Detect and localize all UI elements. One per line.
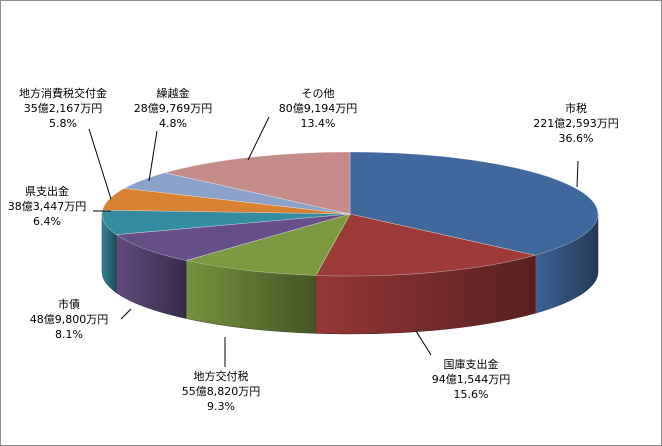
label-amount: 221億2,593万円	[533, 117, 619, 130]
leader-line	[415, 330, 432, 356]
label-amount: 94億1,544万円	[431, 373, 511, 386]
label-name: その他	[301, 87, 335, 100]
label-percent: 5.8%	[49, 117, 77, 130]
data-label-kenshishutsu: 県支出金 38億3,447万円 6.4%	[1, 184, 93, 229]
data-label-shisai: 市債 48億9,800万円 8.1%	[19, 297, 119, 342]
data-label-kurikoshi: 繰越金 28億9,769万円 4.8%	[123, 86, 223, 131]
data-label-kokko: 国庫支出金 94億1,544万円 15.6%	[416, 357, 526, 402]
label-percent: 13.4%	[300, 117, 336, 130]
pie-side-walls	[101, 213, 599, 335]
leader-line	[120, 308, 132, 320]
label-name: 繰越金	[156, 87, 190, 100]
label-name: 地方消費税交付金	[19, 87, 107, 100]
data-label-kofuzei: 地方交付税 55億8,820万円 9.3%	[166, 369, 276, 414]
slice-kokko	[315, 213, 536, 277]
slice-shisai	[115, 213, 351, 261]
label-amount: 48億9,800万円	[29, 313, 109, 326]
data-label-sonota: その他 80億9,194万円 13.4%	[263, 86, 373, 131]
leader-line	[88, 128, 112, 200]
label-name: 国庫支出金	[443, 358, 499, 371]
label-percent: 4.8%	[159, 117, 187, 130]
label-name: 県支出金	[25, 185, 69, 198]
label-name: 市税	[565, 102, 587, 115]
data-label-shizei: 市税 221億2,593万円 36.6%	[521, 101, 631, 146]
label-amount: 80億9,194万円	[278, 102, 358, 115]
leader-line	[576, 160, 579, 188]
leader-line	[247, 116, 270, 161]
leader-lines	[88, 116, 579, 367]
label-percent: 8.1%	[55, 328, 83, 341]
label-percent: 9.3%	[207, 400, 235, 413]
slice-sonota	[164, 151, 351, 215]
label-amount: 38億3,447万円	[7, 200, 87, 213]
label-amount: 28億9,769万円	[133, 102, 213, 115]
label-name: 地方交付税	[193, 370, 249, 383]
data-label-chihoshohizei: 地方消費税交付金 35億2,167万円 5.8%	[3, 86, 123, 131]
label-amount: 55億8,820万円	[181, 385, 261, 398]
label-percent: 36.6%	[558, 132, 594, 145]
pie-top	[101, 151, 599, 277]
slice-shizei	[349, 151, 599, 256]
slice-kofuzei	[185, 213, 351, 276]
label-percent: 6.4%	[33, 215, 61, 228]
label-amount: 35億2,167万円	[23, 102, 103, 115]
label-name: 市債	[58, 298, 80, 311]
leader-line	[148, 130, 158, 182]
label-percent: 15.6%	[453, 388, 489, 401]
